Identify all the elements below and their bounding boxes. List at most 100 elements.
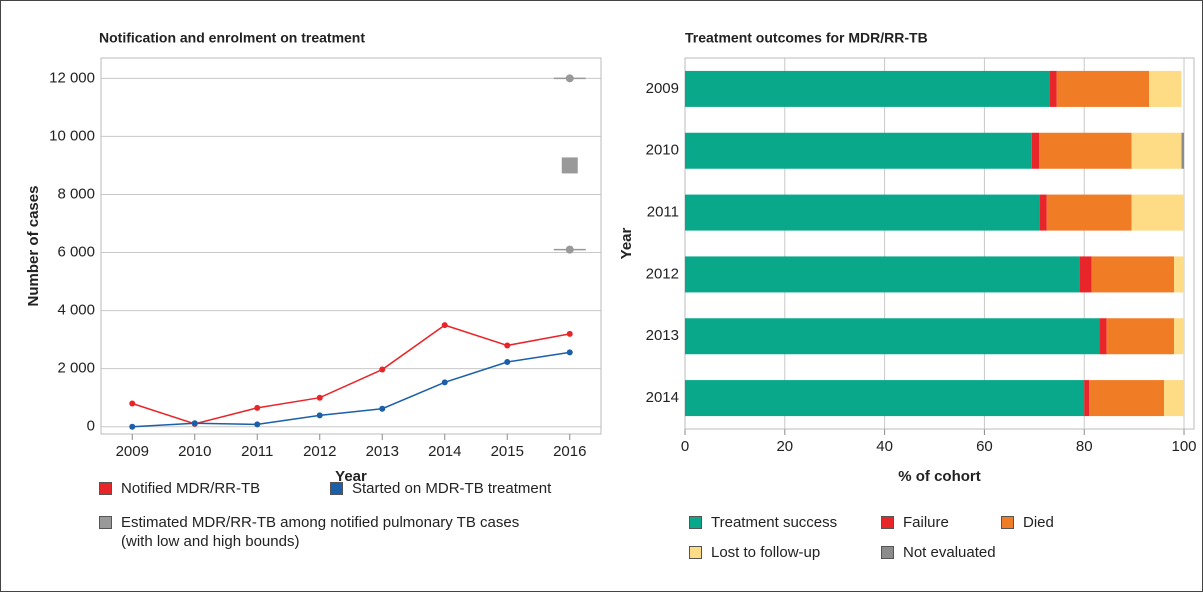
plot-frame xyxy=(684,57,1195,430)
data-point xyxy=(129,400,136,407)
bar-segment xyxy=(1174,318,1185,355)
x-tick-label: 2011 xyxy=(241,443,273,460)
bar-segment xyxy=(1049,70,1057,107)
series-line xyxy=(132,324,570,425)
bar-segment xyxy=(1174,256,1185,293)
x-tick-label: 0 xyxy=(681,438,689,455)
data-point xyxy=(566,330,573,337)
x-axis-label: Year xyxy=(335,468,367,485)
x-tick-label: 2010 xyxy=(178,443,211,460)
bar-segment xyxy=(1106,318,1175,355)
bar-segment xyxy=(685,318,1100,355)
data-point xyxy=(379,405,386,412)
legend-swatch xyxy=(99,482,112,495)
x-tick-label: 2016 xyxy=(553,443,586,460)
legend-swatch xyxy=(99,516,112,529)
legend-label: Died xyxy=(1023,514,1054,531)
legend-label: Failure xyxy=(903,514,949,531)
y-axis-label: Year xyxy=(618,227,635,259)
x-tick-label: 20 xyxy=(776,438,793,455)
legend-item: Not evaluated xyxy=(881,543,996,562)
legend-item: Lost to follow-up xyxy=(689,543,820,562)
bar-segment xyxy=(1131,194,1185,231)
data-point xyxy=(316,394,323,401)
bar-segment xyxy=(1079,256,1092,293)
y-tick-label: 2012 xyxy=(646,265,679,282)
bar-segment xyxy=(1149,70,1182,107)
y-tick-label: 6 000 xyxy=(57,244,95,261)
chart-title: Treatment outcomes for MDR/RR-TB xyxy=(685,30,928,46)
data-point xyxy=(504,342,511,349)
legend-item: Estimated MDR/RR-TB among notified pulmo… xyxy=(99,513,539,551)
data-point xyxy=(191,420,198,427)
legend-label: Estimated MDR/RR-TB among notified pulmo… xyxy=(121,514,520,550)
data-point xyxy=(129,423,136,430)
data-point xyxy=(254,421,261,428)
legend-item: Notified MDR/RR-TB xyxy=(99,479,260,498)
x-tick-label: 2009 xyxy=(116,443,149,460)
x-tick-label: 2015 xyxy=(491,443,524,460)
data-point xyxy=(441,379,448,386)
bar-segment xyxy=(1056,70,1150,107)
estimate-mark xyxy=(561,157,578,174)
x-tick-label: 40 xyxy=(876,438,893,455)
bound-point xyxy=(565,245,574,254)
x-axis-label: % of cohort xyxy=(898,468,981,485)
data-point xyxy=(379,366,386,373)
legend-label: Notified MDR/RR-TB xyxy=(121,480,261,497)
legend-item: Died xyxy=(1001,513,1054,532)
data-point xyxy=(254,404,261,411)
bar-segment xyxy=(1164,380,1185,417)
bar-segment xyxy=(685,70,1050,107)
bar-segment xyxy=(685,194,1040,231)
y-tick-label: 2011 xyxy=(647,204,679,221)
bar-segment xyxy=(685,380,1085,417)
legend-swatch xyxy=(1001,516,1014,529)
bar-segment xyxy=(1046,194,1132,231)
y-tick-label: 2013 xyxy=(646,327,679,344)
legend-label: Treatment success xyxy=(711,514,838,531)
x-tick-label: 2013 xyxy=(366,443,399,460)
chart-title: Notification and enrolment on treatment xyxy=(99,30,365,46)
bar-segment xyxy=(1039,132,1132,169)
bar-segment xyxy=(1089,380,1165,417)
bar-segment xyxy=(1091,256,1175,293)
x-tick-label: 80 xyxy=(1076,438,1093,455)
legend-label: Not evaluated xyxy=(903,544,996,561)
legend-label: Lost to follow-up xyxy=(711,544,821,561)
bar-segment xyxy=(1031,132,1040,169)
legend-item: Treatment success xyxy=(689,513,837,532)
y-tick-label: 2009 xyxy=(646,80,679,97)
data-point xyxy=(316,412,323,419)
bar-segment xyxy=(685,256,1080,293)
legend-item: Started on MDR-TB treatment xyxy=(330,479,551,498)
bar-segment xyxy=(685,132,1032,169)
bar-segment xyxy=(1181,132,1185,169)
legend-swatch xyxy=(330,482,343,495)
y-axis-label: Number of cases xyxy=(25,186,42,307)
bar-segment xyxy=(1039,194,1047,231)
legend-label: Started on MDR-TB treatment xyxy=(352,480,552,497)
legend-swatch xyxy=(689,546,702,559)
y-tick-label: 8 000 xyxy=(57,185,95,202)
bar-segment xyxy=(1099,318,1107,355)
bar-segment xyxy=(1131,132,1182,169)
bar-segment xyxy=(1084,380,1090,417)
legend-swatch xyxy=(689,516,702,529)
bound-point xyxy=(565,74,574,83)
plot-frame xyxy=(100,57,602,435)
legend-swatch xyxy=(881,516,894,529)
x-tick-label: 2012 xyxy=(303,443,336,460)
series-line xyxy=(132,351,570,428)
y-tick-label: 2 000 xyxy=(57,360,95,377)
y-tick-label: 12 000 xyxy=(49,69,95,86)
legend-swatch xyxy=(881,546,894,559)
y-tick-label: 2010 xyxy=(646,142,679,159)
legend-item: Failure xyxy=(881,513,949,532)
x-tick-label: 100 xyxy=(1172,438,1197,455)
y-tick-label: 0 xyxy=(87,418,95,435)
x-tick-label: 60 xyxy=(976,438,993,455)
data-point xyxy=(504,358,511,365)
